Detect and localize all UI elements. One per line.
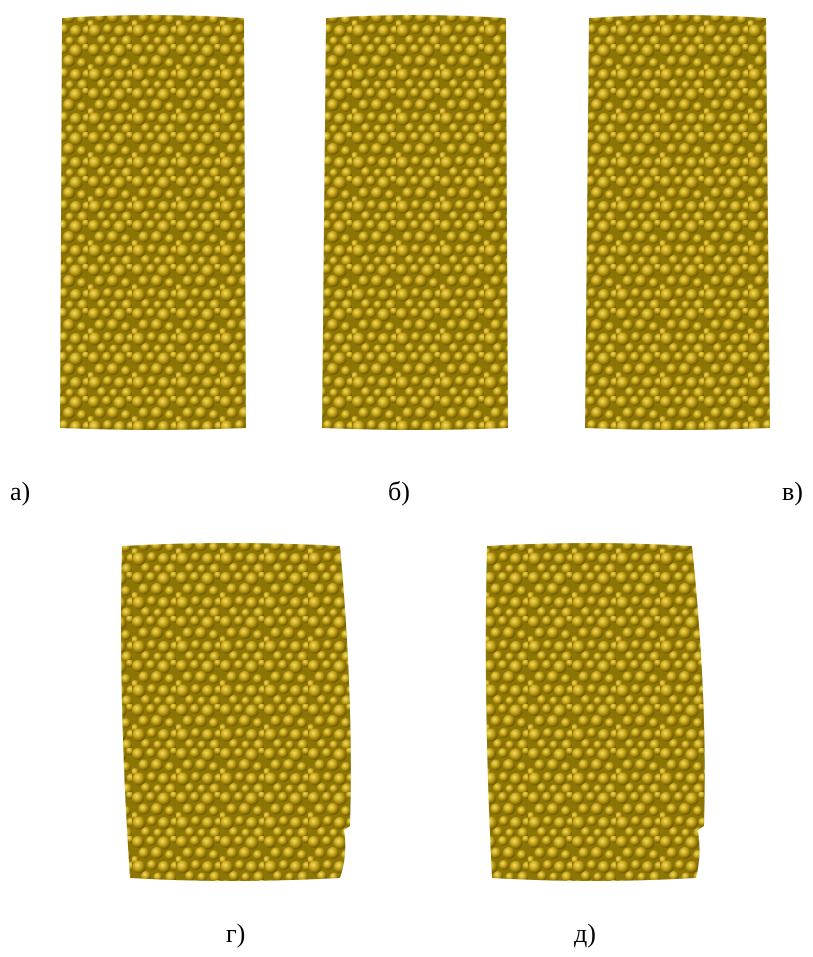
particle-sample bbox=[121, 543, 351, 881]
panel-label: г) bbox=[226, 919, 245, 948]
panel-label: в) bbox=[782, 477, 803, 506]
particle-sample bbox=[486, 543, 705, 881]
particle-sample bbox=[60, 15, 246, 430]
figure: а) б) в) г) д) bbox=[0, 0, 813, 952]
particle-sample bbox=[322, 15, 508, 430]
particle-sample bbox=[585, 15, 770, 430]
panel-label: б) bbox=[388, 477, 410, 506]
panel-label: а) bbox=[10, 477, 30, 506]
panel-label: д) bbox=[574, 919, 596, 948]
